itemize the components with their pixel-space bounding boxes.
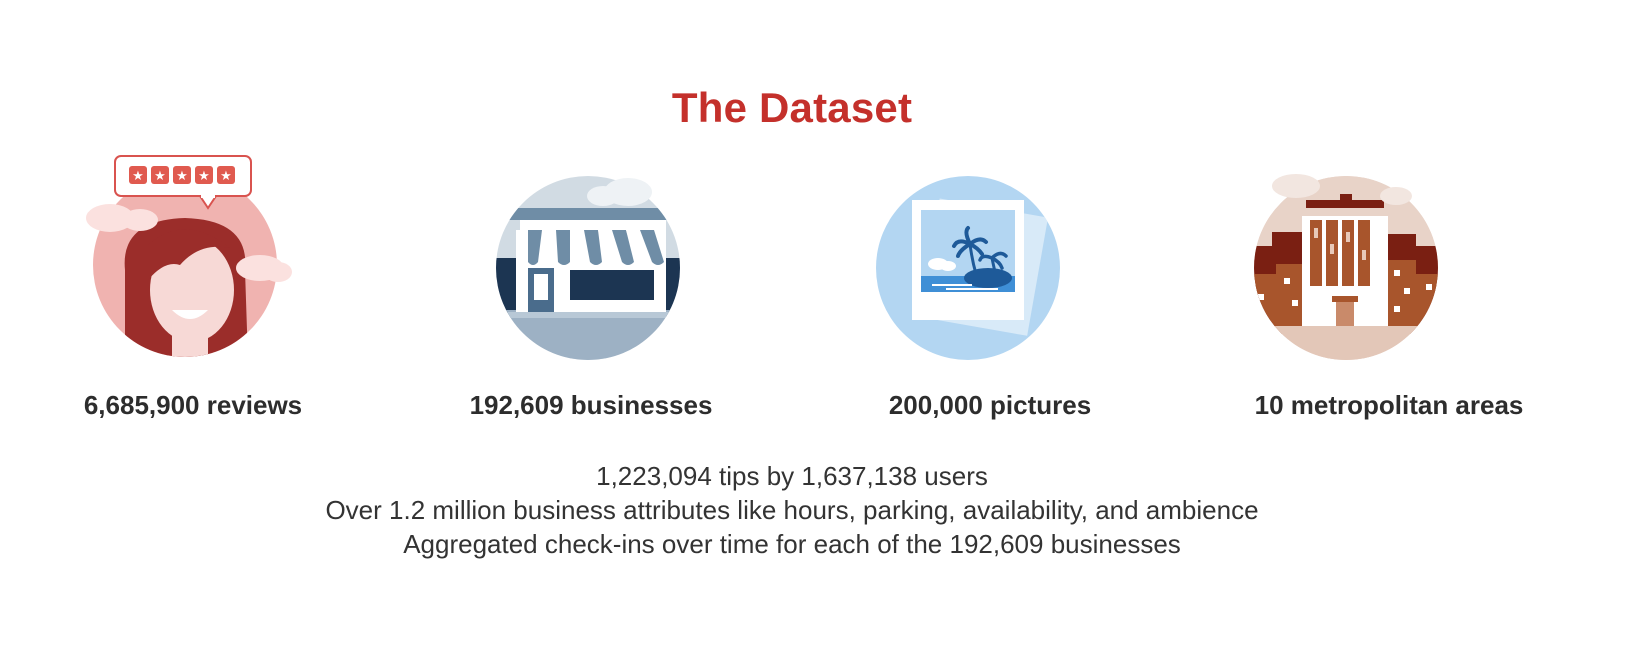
reviewer-icon: ★ ★ ★ ★ ★: [80, 150, 300, 360]
svg-text:★: ★: [154, 169, 166, 184]
detail-line: 1,223,094 tips by 1,637,138 users: [596, 461, 988, 491]
pictures-stat: 200,000 pictures: [888, 390, 1092, 420]
svg-text:★: ★: [220, 169, 232, 184]
svg-text:★: ★: [176, 169, 188, 184]
reviews-stat: 6,685,900 reviews: [83, 390, 303, 420]
photo-icon: [858, 150, 1078, 360]
detail-line: Aggregated check-ins over time for each …: [403, 529, 1181, 559]
storefront-icon: [478, 150, 698, 360]
detail-line: Over 1.2 million business attributes lik…: [325, 495, 1259, 525]
city-icon: [1236, 150, 1456, 360]
svg-text:★: ★: [132, 169, 144, 184]
metro-areas-stat: 10 metropolitan areas: [1254, 390, 1524, 420]
dataset-details: 1,223,094 tips by 1,637,138 users Over 1…: [0, 459, 1584, 561]
businesses-stat: 192,609 businesses: [469, 390, 713, 420]
page-title: The Dataset: [671, 84, 913, 131]
svg-text:★: ★: [198, 169, 210, 184]
